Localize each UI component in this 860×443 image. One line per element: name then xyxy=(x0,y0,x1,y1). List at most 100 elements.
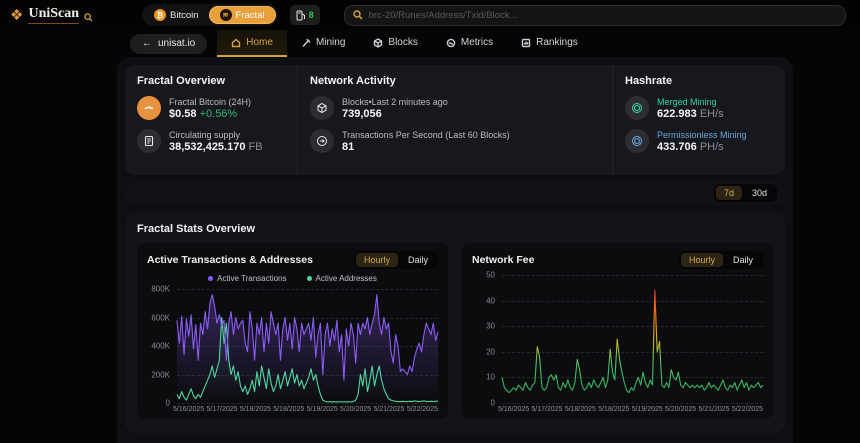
range-30d-button[interactable]: 30d xyxy=(744,186,775,200)
pickaxe-icon xyxy=(301,38,311,48)
permissionless-mining-row: Permissionless Mining 433.706 PH/s xyxy=(625,129,773,153)
chart-left-plot[interactable] xyxy=(177,289,438,403)
gas-fee-value: 8 xyxy=(309,10,314,20)
bitcoin-label: Bitcoin xyxy=(170,10,199,21)
search-bar[interactable] xyxy=(344,5,846,26)
document-icon xyxy=(137,129,161,153)
gas-fee-widget[interactable]: 8 xyxy=(290,5,320,25)
tab-home-label: Home xyxy=(246,37,273,48)
nav-bar: ← unisat.io Home Mining Blocks Metrics R… xyxy=(0,30,860,57)
range-toggle: 7d 30d xyxy=(714,184,777,202)
legend-active-addresses: Active Addresses xyxy=(307,274,377,283)
legend-active-transactions: Active Transactions xyxy=(208,274,286,283)
search-input[interactable] xyxy=(369,10,837,21)
price-row: Fractal Bitcoin (24H) $0.58 +0.56% xyxy=(137,96,285,120)
rankings-icon xyxy=(521,38,531,48)
merged-mining-row: Merged Mining 622.983 EH/s xyxy=(625,96,773,120)
merged-mining-icon xyxy=(625,96,649,120)
tab-blocks-label: Blocks xyxy=(388,37,417,48)
tps-row: Transactions Per Second (Last 60 Blocks)… xyxy=(310,129,600,153)
logo-magnifier-icon xyxy=(84,13,93,22)
tab-metrics-label: Metrics xyxy=(461,37,493,48)
chart-left-x-axis: 5/16/20255/17/20255/18/20255/18/20255/19… xyxy=(173,403,438,413)
tab-rankings[interactable]: Rankings xyxy=(507,30,592,57)
back-label: unisat.io xyxy=(158,38,195,49)
permissionless-mining-label: Permissionless Mining xyxy=(657,130,747,140)
network-bitcoin-button[interactable]: ₿ Bitcoin xyxy=(144,6,209,24)
cube-icon xyxy=(373,38,383,48)
network-toggle: ₿ Bitcoin ≋ Fractal xyxy=(142,4,278,26)
bitcoin-icon: ₿ xyxy=(154,9,166,21)
hashrate-title: Hashrate xyxy=(625,75,773,87)
chart-left-interval-toggle: Hourly Daily xyxy=(354,251,438,269)
charts-row: Active Transactions & Addresses Hourly D… xyxy=(137,243,773,419)
chart-right-hourly-button[interactable]: Hourly xyxy=(681,253,723,267)
chart-right-interval-toggle: Hourly Daily xyxy=(679,251,763,269)
uniscan-logo[interactable]: ❖ UniScan xyxy=(10,6,122,24)
price-label: Fractal Bitcoin (24H) xyxy=(169,97,251,107)
fractal-stats-panel: Fractal Stats Overview Active Transactio… xyxy=(125,213,785,433)
permissionless-mining-icon xyxy=(625,129,649,153)
chart-left-title: Active Transactions & Addresses xyxy=(147,254,313,266)
merged-mining-label: Merged Mining xyxy=(657,97,724,107)
fractal-overview-card: Fractal Overview Fractal Bitcoin (24H) $… xyxy=(125,65,297,175)
overview-cards-panel: Fractal Overview Fractal Bitcoin (24H) $… xyxy=(125,65,785,175)
green-dot-icon xyxy=(307,276,312,281)
price-value: $0.58 +0.56% xyxy=(169,108,251,120)
chart-right-daily-button[interactable]: Daily xyxy=(725,253,761,267)
blocks-value: 739,056 xyxy=(342,108,448,120)
back-to-unisat-button[interactable]: ← unisat.io xyxy=(130,34,207,54)
tab-mining-label: Mining xyxy=(316,37,345,48)
price-change: +0.56% xyxy=(200,108,238,120)
fractal-icon: ≋ xyxy=(220,9,232,21)
chart-right-x-axis: 5/16/20255/17/20255/18/20255/18/20255/19… xyxy=(498,403,763,413)
range-7d-button[interactable]: 7d xyxy=(716,186,742,200)
metrics-icon xyxy=(446,38,456,48)
hashrate-card: Hashrate Merged Mining 622.983 EH/s Perm… xyxy=(613,65,785,175)
tab-blocks[interactable]: Blocks xyxy=(359,30,431,57)
chart-left-y-axis: 800K600K400K200K0 xyxy=(147,289,177,403)
fractal-label: Fractal xyxy=(236,10,265,21)
home-icon xyxy=(231,38,241,48)
back-arrow-icon: ← xyxy=(142,38,152,49)
tab-rankings-label: Rankings xyxy=(536,37,578,48)
merged-mining-value: 622.983 EH/s xyxy=(657,108,724,120)
fractal-overview-title: Fractal Overview xyxy=(137,75,285,87)
tab-metrics[interactable]: Metrics xyxy=(432,30,507,57)
nav-tabs: Home Mining Blocks Metrics Rankings xyxy=(217,30,592,57)
chart-left-hourly-button[interactable]: Hourly xyxy=(356,253,398,267)
supply-row: Circulating supply 38,532,425.170 FB xyxy=(137,129,285,153)
network-activity-title: Network Activity xyxy=(310,75,600,87)
supply-value: 38,532,425.170 FB xyxy=(169,141,263,153)
tab-mining[interactable]: Mining xyxy=(287,30,359,57)
range-toggle-strip: 7d 30d xyxy=(125,181,785,205)
network-activity-card: Network Activity Blocks•Last 2 minutes a… xyxy=(297,65,613,175)
top-bar: ❖ UniScan ₿ Bitcoin ≋ Fractal 8 xyxy=(0,0,860,30)
purple-dot-icon xyxy=(208,276,213,281)
search-icon xyxy=(353,10,363,20)
gas-pump-icon xyxy=(296,10,306,21)
blocks-label: Blocks•Last 2 minutes ago xyxy=(342,97,448,107)
brand-name: UniScan xyxy=(28,6,79,24)
tab-home[interactable]: Home xyxy=(217,30,287,57)
chart-left-daily-button[interactable]: Daily xyxy=(400,253,436,267)
speed-arrow-icon xyxy=(310,129,334,153)
chart-right-title: Network Fee xyxy=(472,254,534,266)
network-fractal-button[interactable]: ≋ Fractal xyxy=(209,6,276,24)
permissionless-mining-value: 433.706 PH/s xyxy=(657,141,747,153)
chart-network-fee: Network Fee Hourly Daily 50403020100 5/1… xyxy=(462,243,773,419)
fractal-coin-icon xyxy=(137,96,161,120)
tps-value: 81 xyxy=(342,141,510,153)
block-cube-icon xyxy=(310,96,334,120)
uniscan-logo-icon: ❖ xyxy=(10,8,23,23)
stats-title: Fractal Stats Overview xyxy=(137,223,773,235)
chart-right-plot[interactable] xyxy=(502,275,763,403)
blocks-row: Blocks•Last 2 minutes ago 739,056 xyxy=(310,96,600,120)
chart-right-y-axis: 50403020100 xyxy=(472,275,502,403)
supply-label: Circulating supply xyxy=(169,130,263,140)
supply-unit: FB xyxy=(249,141,263,153)
tps-label: Transactions Per Second (Last 60 Blocks) xyxy=(342,130,510,140)
chart-active-transactions-addresses: Active Transactions & Addresses Hourly D… xyxy=(137,243,448,419)
main-content: Fractal Overview Fractal Bitcoin (24H) $… xyxy=(117,57,793,443)
chart-left-legend: Active Transactions Active Addresses xyxy=(147,274,438,283)
